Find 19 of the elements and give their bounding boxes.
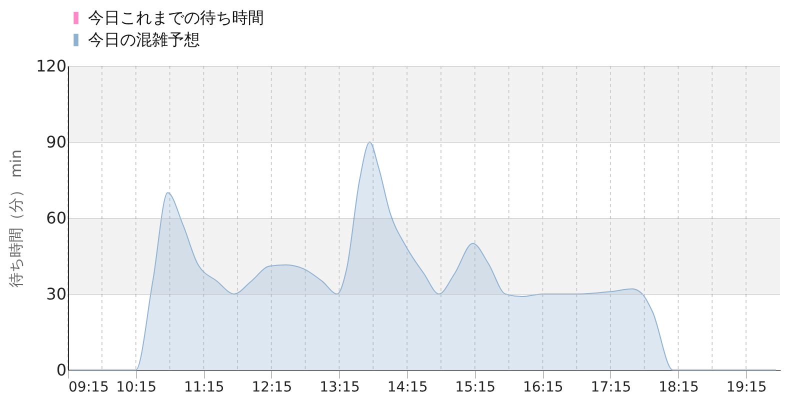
x-tick-label: 18:15 <box>658 380 699 396</box>
x-tick-label: 09:15 <box>68 380 109 396</box>
x-tick-label: 14:15 <box>387 380 428 396</box>
y-tick-label: 120 <box>36 56 66 76</box>
x-tick-label: 11:15 <box>184 380 224 396</box>
x-tick-label: 13:15 <box>320 380 360 396</box>
y-tick-label: 60 <box>46 208 66 228</box>
legend-label: 今日これまでの待ち時間 <box>88 8 264 27</box>
legend-label: 今日の混雑予想 <box>88 30 200 49</box>
x-tick-label: 16:15 <box>522 380 564 396</box>
x-tick-label: 12:15 <box>252 380 292 396</box>
y-axis-title: 待ち時間（分） min <box>6 149 25 288</box>
x-tick-label: 19:15 <box>726 380 767 396</box>
x-tick-label: 15:15 <box>455 380 496 396</box>
x-tick-label: 17:15 <box>590 380 632 396</box>
y-tick-label: 90 <box>46 132 66 152</box>
y-tick-label: 30 <box>46 284 66 304</box>
y-tick-label: 0 <box>56 360 66 380</box>
x-tick-label: 10:15 <box>116 380 156 396</box>
